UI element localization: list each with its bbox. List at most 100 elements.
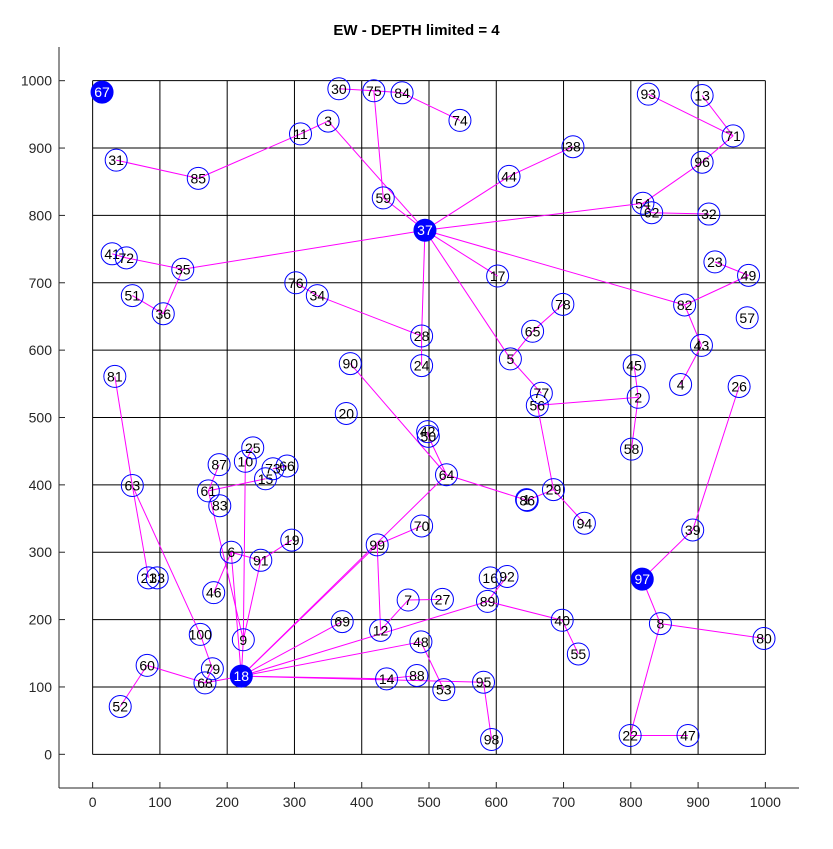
- node-label-26: 26: [731, 379, 747, 395]
- node-label-4: 4: [677, 376, 685, 392]
- node-marker-90: [338, 352, 362, 376]
- edge-96-71: [701, 135, 734, 163]
- node-marker-74: [448, 108, 472, 132]
- edge-7-27: [408, 598, 443, 601]
- node-marker-62: [640, 201, 664, 225]
- node-marker-39: [681, 518, 705, 542]
- y-tick-label: 1000: [21, 73, 52, 89]
- node-label-97: 97: [634, 571, 650, 587]
- edge-37-17: [424, 229, 498, 277]
- edge-14-88: [386, 675, 417, 680]
- edge-31-85: [116, 159, 199, 179]
- edge-3-37: [327, 120, 426, 231]
- node-marker-88: [405, 664, 429, 688]
- node-marker-46: [202, 581, 226, 605]
- node-label-47: 47: [680, 727, 696, 743]
- edge-37-44: [424, 175, 510, 231]
- node-marker-60: [135, 653, 159, 677]
- node-marker-33: [145, 566, 169, 590]
- node-label-28: 28: [414, 328, 430, 344]
- edge-10-9: [242, 461, 246, 640]
- node-marker-89: [476, 589, 500, 613]
- node-label-86: 86: [519, 492, 535, 508]
- edge-37-28: [421, 230, 426, 337]
- node-label-1: 1: [523, 492, 531, 508]
- node-label-24: 24: [414, 358, 430, 374]
- y-tick-label: 300: [29, 544, 53, 560]
- node-marker-82: [673, 293, 697, 317]
- edge-89-40: [487, 600, 563, 621]
- node-label-65: 65: [525, 323, 541, 339]
- edge-12-7: [380, 599, 409, 631]
- node-marker-41: [100, 242, 124, 266]
- edge-97-39: [641, 529, 694, 580]
- node-marker-26: [727, 375, 751, 399]
- edge-41-72: [112, 253, 127, 259]
- node-marker-69: [330, 610, 354, 634]
- node-label-58: 58: [624, 441, 640, 457]
- node-marker-23: [703, 250, 727, 274]
- node-label-60: 60: [139, 657, 155, 673]
- node-label-66: 66: [279, 458, 295, 474]
- node-label-22: 22: [622, 727, 638, 743]
- node-label-7: 7: [404, 592, 412, 608]
- edge-76-34: [295, 282, 318, 297]
- node-label-12: 12: [373, 622, 389, 638]
- edge-63-21: [131, 485, 149, 578]
- node-label-48: 48: [413, 634, 429, 650]
- node-marker-93: [636, 82, 660, 106]
- edge-40-55: [561, 620, 579, 655]
- edge-68-60: [146, 664, 206, 684]
- edge-64-50: [427, 436, 447, 475]
- x-tick-label: 1000: [750, 794, 781, 810]
- edge-63-100: [131, 485, 201, 635]
- node-label-20: 20: [338, 405, 354, 421]
- edge-95-98: [482, 682, 493, 740]
- node-marker-98: [480, 727, 504, 751]
- node-marker-80: [752, 626, 776, 650]
- node-marker-17: [486, 264, 510, 288]
- node-marker-70: [410, 514, 434, 538]
- node-label-100: 100: [189, 626, 213, 642]
- edge-90-64: [349, 363, 447, 476]
- node-marker-1: [515, 488, 539, 512]
- edge-43-4: [680, 345, 702, 385]
- node-marker-2: [626, 385, 650, 409]
- node-label-62: 62: [644, 205, 660, 221]
- edge-9-91: [242, 560, 262, 640]
- edge-56-2: [537, 396, 639, 406]
- node-marker-38: [561, 135, 585, 159]
- edge-18-48: [241, 641, 422, 677]
- node-label-92: 92: [499, 568, 515, 584]
- node-marker-59: [371, 186, 395, 210]
- edge-44-38: [508, 146, 574, 177]
- node-marker-43: [689, 333, 713, 357]
- node-marker-76: [284, 271, 308, 295]
- edge-2-58: [630, 397, 639, 450]
- edge-29-86: [527, 489, 554, 501]
- node-marker-48: [409, 630, 433, 654]
- node-marker-54: [631, 191, 655, 215]
- node-marker-8: [648, 612, 672, 636]
- edge-54-96: [642, 161, 703, 204]
- node-marker-7: [396, 588, 420, 612]
- node-marker-21: [136, 566, 160, 590]
- node-marker-10: [233, 449, 257, 473]
- node-label-25: 25: [245, 440, 261, 456]
- node-label-84: 84: [394, 85, 410, 101]
- node-label-73: 73: [265, 461, 281, 477]
- edge-99-12: [376, 544, 382, 631]
- y-tick-label: 800: [29, 207, 53, 223]
- node-marker-79: [200, 657, 224, 681]
- node-label-85: 85: [190, 170, 206, 186]
- node-label-63: 63: [125, 478, 141, 494]
- node-marker-91: [249, 548, 273, 572]
- edge-60-52: [119, 665, 148, 707]
- edge-89-92: [487, 576, 508, 602]
- edge-100-79: [199, 634, 213, 669]
- x-tick-label: 0: [89, 794, 97, 810]
- axes: 0 100 200 300 400 500 600 700 800 900 1000 0 100 200 3…: [21, 47, 799, 810]
- node-label-2: 2: [634, 389, 642, 405]
- node-marker-25: [241, 436, 265, 460]
- node-marker-22: [618, 723, 642, 747]
